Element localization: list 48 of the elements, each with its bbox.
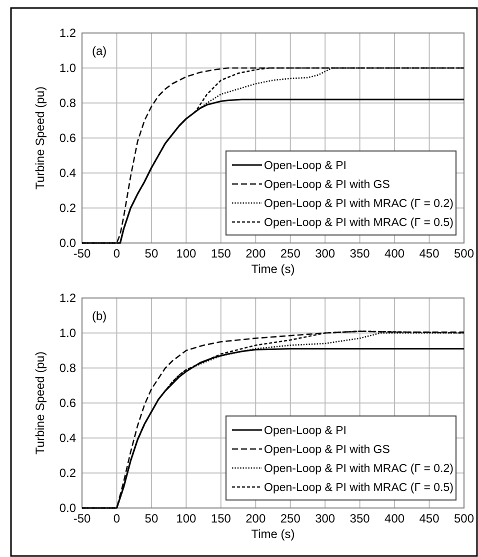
y-tick-label: 0.6: [59, 396, 76, 410]
x-tick-label: 350: [350, 246, 370, 261]
y-tick-label: 1.0: [59, 60, 76, 75]
legend-label: Open-Loop & PI with MRAC (Γ = 0.5): [264, 217, 454, 229]
y-axis-title: Turbine Speed (pu): [33, 352, 47, 454]
x-tick-label: 150: [210, 512, 232, 526]
x-tick-label: 50: [144, 246, 158, 261]
y-tick-label: 1.2: [59, 290, 76, 305]
x-axis-title: Time (s): [251, 262, 295, 276]
x-axis-title: Time (s): [251, 527, 295, 541]
x-tick-label: 200: [246, 246, 266, 261]
x-tick-label: 50: [144, 512, 158, 526]
y-tick-label: 0.4: [59, 430, 76, 445]
y-axis-title: Turbine Speed (pu): [33, 86, 47, 190]
legend-label: Open-Loop & PI: [264, 160, 346, 172]
y-tick-label: 1.0: [59, 326, 76, 340]
legend-label: Open-Loop & PI with MRAC (Γ = 0.2): [264, 198, 454, 210]
x-tick-label: 100: [176, 246, 197, 261]
x-tick-label: 200: [246, 512, 266, 526]
y-tick-label: 0.4: [59, 166, 76, 180]
legend-label: Open-Loop & PI with GS: [264, 444, 390, 456]
x-tick-label: 250: [280, 246, 301, 261]
annotation: (b): [92, 309, 107, 323]
legend-label: Open-Loop & PI with MRAC (Γ = 0.2): [264, 463, 454, 475]
x-tick-label: 250: [280, 512, 301, 526]
x-tick-label: 0: [113, 246, 120, 261]
x-tick-label: 300: [315, 246, 336, 261]
x-tick-label: 500: [454, 246, 474, 261]
x-tick-label: 150: [210, 246, 232, 261]
x-tick-label: 400: [384, 512, 405, 526]
y-tick-label: 0.8: [59, 360, 76, 375]
x-tick-label: 450: [419, 246, 440, 261]
legend-label: Open-Loop & PI with GS: [264, 179, 390, 191]
x-tick-label: 400: [384, 246, 405, 261]
x-tick-label: 350: [350, 512, 370, 526]
legend-label: Open-Loop & PI: [264, 425, 346, 437]
y-tick-label: 0.8: [59, 96, 76, 110]
y-tick-label: 0.6: [59, 130, 76, 145]
y-tick-label: 0.2: [59, 200, 76, 215]
x-tick-label: 300: [315, 512, 336, 526]
y-tick-label: 1.2: [59, 26, 76, 40]
y-tick-label: 0.2: [59, 466, 76, 480]
x-tick-label: 0: [113, 512, 120, 526]
x-tick-label: 100: [176, 512, 197, 526]
annotation: (a): [92, 44, 107, 58]
x-tick-label: 500: [454, 512, 474, 526]
x-tick-label: 450: [419, 512, 440, 526]
legend-label: Open-Loop & PI with MRAC (Γ = 0.5): [264, 482, 454, 494]
